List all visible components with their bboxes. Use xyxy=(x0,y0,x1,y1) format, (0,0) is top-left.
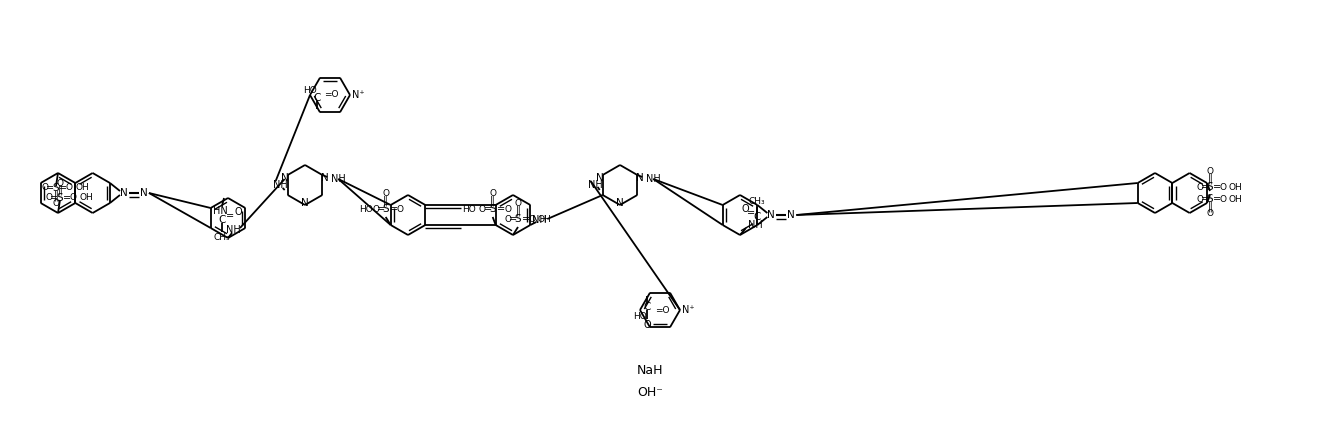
Text: CH₃: CH₃ xyxy=(213,233,230,242)
Text: NH: NH xyxy=(748,220,763,230)
Text: O: O xyxy=(528,214,536,224)
Text: =: = xyxy=(63,193,71,203)
Text: O: O xyxy=(46,193,53,202)
Text: O: O xyxy=(234,207,242,217)
Text: O: O xyxy=(643,320,651,329)
Text: C: C xyxy=(313,94,320,103)
Text: OH: OH xyxy=(539,214,552,224)
Text: O: O xyxy=(741,204,749,214)
Text: S: S xyxy=(490,204,497,214)
Text: S: S xyxy=(53,183,59,193)
Text: =: = xyxy=(747,208,755,218)
Text: NH: NH xyxy=(589,180,603,190)
Text: =: = xyxy=(377,204,385,214)
Text: =: = xyxy=(390,204,398,214)
Text: =: = xyxy=(227,211,234,221)
Text: O: O xyxy=(1220,194,1226,203)
Text: C: C xyxy=(753,212,761,222)
Text: =: = xyxy=(1201,194,1209,204)
Text: NH: NH xyxy=(647,174,661,184)
Text: HO: HO xyxy=(633,312,647,321)
Text: N⁺: N⁺ xyxy=(682,305,694,315)
Text: O: O xyxy=(1196,182,1204,191)
Text: ‖: ‖ xyxy=(490,196,495,206)
Text: HO: HO xyxy=(462,205,475,214)
Text: O: O xyxy=(396,205,403,214)
Text: O: O xyxy=(373,205,379,214)
Text: =: = xyxy=(508,214,518,224)
Text: O: O xyxy=(515,199,522,208)
Text: NaH: NaH xyxy=(636,363,664,377)
Text: N: N xyxy=(302,198,309,208)
Text: HO: HO xyxy=(303,86,317,95)
Text: C: C xyxy=(643,302,651,312)
Text: S: S xyxy=(1206,194,1213,204)
Text: O: O xyxy=(504,205,511,214)
Text: NH: NH xyxy=(332,174,346,184)
Text: O: O xyxy=(1220,182,1226,191)
Text: =O: =O xyxy=(324,90,338,99)
Text: =: = xyxy=(1213,194,1221,204)
Text: ‖: ‖ xyxy=(54,191,58,201)
Text: =: = xyxy=(1213,182,1221,192)
Text: S: S xyxy=(515,214,522,224)
Text: OH⁻: OH⁻ xyxy=(637,386,662,399)
Text: ‖: ‖ xyxy=(58,185,62,195)
Text: O: O xyxy=(382,190,390,199)
Text: O: O xyxy=(1196,194,1204,203)
Text: N: N xyxy=(636,173,644,183)
Text: N: N xyxy=(120,188,128,198)
Text: N: N xyxy=(595,173,603,183)
Text: O: O xyxy=(57,178,63,187)
Text: O: O xyxy=(42,184,49,193)
Text: ‖: ‖ xyxy=(1208,202,1213,212)
Text: HO: HO xyxy=(360,205,373,214)
Text: N⁺: N⁺ xyxy=(352,90,365,100)
Text: NH: NH xyxy=(274,180,288,190)
Text: OH: OH xyxy=(1229,182,1243,191)
Text: N: N xyxy=(616,198,624,208)
Text: =: = xyxy=(497,204,504,214)
Text: O: O xyxy=(1206,209,1213,218)
Text: OH: OH xyxy=(79,193,92,202)
Text: =: = xyxy=(522,214,529,224)
Text: =: = xyxy=(59,183,67,193)
Text: OH: OH xyxy=(1229,194,1243,203)
Text: NH: NH xyxy=(532,215,547,225)
Text: O: O xyxy=(66,184,72,193)
Text: O: O xyxy=(478,205,485,214)
Text: ‖: ‖ xyxy=(1208,174,1213,184)
Text: S: S xyxy=(57,193,63,203)
Text: CH₃: CH₃ xyxy=(748,196,765,205)
Text: NH: NH xyxy=(225,225,241,235)
Text: O: O xyxy=(504,214,511,224)
Text: O: O xyxy=(1206,167,1213,176)
Text: =: = xyxy=(46,183,54,193)
Text: O: O xyxy=(53,199,59,208)
Text: C: C xyxy=(219,215,225,225)
Text: =: = xyxy=(50,193,58,203)
Text: =O: =O xyxy=(655,306,669,315)
Text: S: S xyxy=(382,204,389,214)
Text: HN: HN xyxy=(212,206,228,216)
Text: N: N xyxy=(281,173,288,183)
Text: OH: OH xyxy=(75,184,88,193)
Text: ‖: ‖ xyxy=(515,206,520,216)
Text: O: O xyxy=(489,190,497,199)
Text: =: = xyxy=(1201,182,1209,192)
Text: N: N xyxy=(768,210,776,220)
Text: O: O xyxy=(70,193,76,202)
Text: N: N xyxy=(140,188,148,198)
Text: S: S xyxy=(1206,182,1213,192)
Text: =: = xyxy=(483,204,491,214)
Text: N: N xyxy=(321,173,329,183)
Text: N: N xyxy=(788,210,795,220)
Text: ‖: ‖ xyxy=(383,196,389,206)
